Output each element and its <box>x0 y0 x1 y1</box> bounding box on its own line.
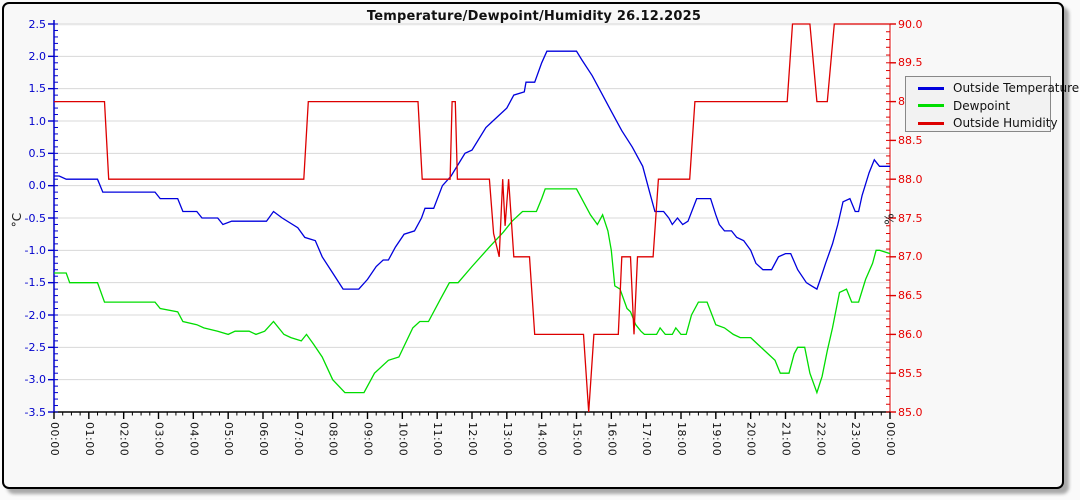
x-axis-label: 06:00 <box>257 422 270 457</box>
right-axis-label: 90.0 <box>898 17 923 31</box>
left-axis-label: 0.0 <box>28 179 47 193</box>
x-axis-label: 05:00 <box>222 422 236 457</box>
legend-swatch-icon <box>918 104 944 107</box>
x-axis-label: 12:00 <box>466 422 479 457</box>
left-axis-label: 0.5 <box>28 146 47 160</box>
left-axis-unit: °C <box>10 212 25 228</box>
left-axis-label: -1.5 <box>24 276 46 290</box>
left-axis-label: -1.0 <box>24 243 46 257</box>
x-axis-label: 01:00 <box>82 422 96 457</box>
x-axis-label: 21:00 <box>779 422 793 457</box>
x-axis-label: 18:00 <box>675 422 688 457</box>
plot-area <box>56 26 892 414</box>
legend-swatch-icon <box>918 121 944 125</box>
left-axis-label: 2.5 <box>28 17 47 31</box>
left-axis-label: -0.5 <box>24 211 46 225</box>
right-axis-label: 87.5 <box>898 211 923 225</box>
x-axis-label: 19:00 <box>709 422 723 457</box>
x-axis-label: 04:00 <box>187 422 201 457</box>
x-axis-label: 16:00 <box>605 422 619 457</box>
x-axis-label: 08:00 <box>326 422 340 457</box>
x-axis-label: 00:00 <box>884 422 897 457</box>
legend-item: Dewpoint <box>906 97 1010 115</box>
right-axis-label: 89.5 <box>898 56 923 70</box>
x-axis-label: 23:00 <box>849 422 863 457</box>
right-axis-label: 88.0 <box>898 172 923 186</box>
x-axis-label: 17:00 <box>640 422 654 457</box>
left-axis-label: -3.5 <box>24 405 46 419</box>
right-axis-unit: % <box>882 213 897 225</box>
x-axis-label: 10:00 <box>396 422 410 457</box>
legend: Outside Temperature Dewpoint Outside Humid… <box>905 76 1079 132</box>
x-axis-label: 20:00 <box>744 422 758 457</box>
right-axis-label: 87.0 <box>898 250 923 264</box>
x-axis-label: 14:00 <box>535 422 549 457</box>
series-line-dewpoint <box>54 188 890 395</box>
x-axis-label: 02:00 <box>117 422 131 457</box>
left-axis-label: -3.0 <box>24 373 46 387</box>
chart-canvas <box>48 20 896 419</box>
left-axis-label: 2.0 <box>28 49 47 63</box>
legend-label: Outside Humidity <box>953 116 1058 130</box>
legend-label: Outside Temperature <box>953 81 1080 95</box>
right-axis-label: 88.5 <box>898 133 923 147</box>
right-axis-label: 86.0 <box>898 327 923 341</box>
x-axis-label: 09:00 <box>361 422 375 457</box>
legend-label: Dewpoint <box>953 98 1011 113</box>
chart-panel: Temperature/Dewpoint/Humidity 26.12.2025… <box>2 2 1079 489</box>
series-line-outside-humidity <box>54 23 890 413</box>
x-axis-label: 15:00 <box>570 422 584 457</box>
left-axis-label: -2.0 <box>24 308 46 322</box>
left-axis-label: -2.5 <box>24 340 46 354</box>
right-axis-label: 85.5 <box>898 366 923 380</box>
right-axis-label: 85.0 <box>898 405 923 419</box>
chart-title: Temperature/Dewpoint/Humidity 26.12.2025 <box>366 9 702 24</box>
x-axis-label: 22:00 <box>814 422 828 457</box>
legend-swatch-icon <box>918 86 944 90</box>
left-axis-label: 1.5 <box>28 82 47 96</box>
x-axis-label: 03:00 <box>152 422 166 457</box>
x-axis-label: 00:00 <box>48 422 61 457</box>
series-line-outside-temperature <box>54 50 890 291</box>
left-axis-label: 1.0 <box>28 114 47 128</box>
x-axis-label: 13:00 <box>500 422 514 457</box>
legend-item: Outside Temperature <box>906 79 1079 97</box>
legend-item: Outside Humidity <box>906 114 1058 132</box>
x-axis-label: 07:00 <box>291 422 305 457</box>
right-axis-label: 86.5 <box>898 289 923 303</box>
x-axis-label: 11:00 <box>431 422 445 457</box>
